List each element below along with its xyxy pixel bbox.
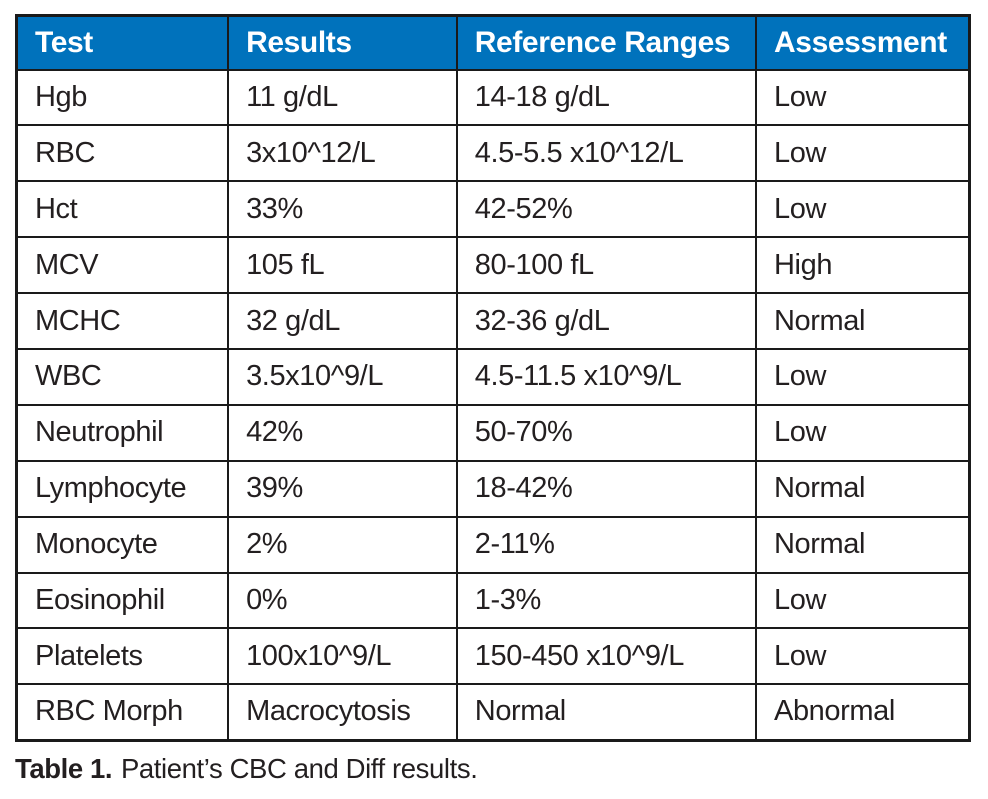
cell-test: MCHC bbox=[15, 292, 230, 350]
cell-result: 39% bbox=[227, 459, 458, 518]
table-row: Monocyte 2% 2-11% Normal bbox=[15, 515, 971, 574]
column-header-results: Results bbox=[227, 14, 458, 71]
cell-result: 42% bbox=[227, 403, 458, 462]
cell-assessment: Low bbox=[755, 68, 971, 127]
cell-result: 0% bbox=[227, 571, 458, 630]
cell-test: Neutrophil bbox=[15, 403, 230, 462]
table-row: WBC 3.5x10^9/L 4.5-11.5 x10^9/L Low bbox=[15, 347, 971, 406]
cell-result: 3x10^12/L bbox=[227, 124, 458, 183]
column-header-test: Test bbox=[15, 14, 230, 71]
cell-result: Macrocytosis bbox=[227, 683, 458, 742]
cell-assessment: High bbox=[755, 236, 971, 295]
cell-assessment: Normal bbox=[755, 459, 971, 518]
column-header-assessment: Assessment bbox=[755, 14, 971, 71]
table-row: MCV 105 fL 80-100 fL High bbox=[15, 236, 971, 295]
caption-label: Table 1. bbox=[15, 752, 113, 784]
cell-reference: 18-42% bbox=[455, 459, 758, 518]
cell-reference: 4.5-11.5 x10^9/L bbox=[455, 347, 758, 406]
table-body: Hgb 11 g/dL 14-18 g/dL Low RBC 3x10^12/L… bbox=[15, 68, 971, 742]
cell-assessment: Abnormal bbox=[755, 683, 971, 742]
cbc-results-table: Test Results Reference Ranges Assessment… bbox=[15, 14, 971, 742]
cell-test: Eosinophil bbox=[15, 571, 230, 630]
cell-test: Monocyte bbox=[15, 515, 230, 574]
table-row: RBC 3x10^12/L 4.5-5.5 x10^12/L Low bbox=[15, 124, 971, 183]
cell-result: 105 fL bbox=[227, 236, 458, 295]
table-row: Hgb 11 g/dL 14-18 g/dL Low bbox=[15, 68, 971, 127]
cell-result: 32 g/dL bbox=[227, 292, 458, 350]
cell-reference: 50-70% bbox=[455, 403, 758, 462]
cell-result: 3.5x10^9/L bbox=[227, 347, 458, 406]
cell-reference: 42-52% bbox=[455, 180, 758, 239]
cell-assessment: Low bbox=[755, 403, 971, 462]
caption-text: Patient’s CBC and Diff results. bbox=[120, 752, 478, 784]
cell-result: 2% bbox=[227, 515, 458, 574]
table-row: MCHC 32 g/dL 32-36 g/dL Normal bbox=[15, 292, 971, 350]
cell-test: Lymphocyte bbox=[15, 459, 230, 518]
table-row: RBC Morph Macrocytosis Normal Abnormal bbox=[15, 683, 971, 742]
cell-reference: 32-36 g/dL bbox=[455, 292, 758, 350]
cell-reference: 4.5-5.5 x10^12/L bbox=[455, 124, 758, 183]
cell-test: RBC Morph bbox=[15, 683, 230, 742]
cell-reference: 80-100 fL bbox=[455, 236, 758, 295]
cell-reference: Normal bbox=[455, 683, 758, 742]
cell-result: 100x10^9/L bbox=[227, 627, 458, 686]
cell-assessment: Low bbox=[755, 180, 971, 239]
cell-test: Hgb bbox=[15, 68, 230, 127]
cell-reference: 150-450 x10^9/L bbox=[455, 627, 758, 686]
table-row: Platelets 100x10^9/L 150-450 x10^9/L Low bbox=[15, 627, 971, 686]
cell-test: RBC bbox=[15, 124, 230, 183]
cell-result: 11 g/dL bbox=[227, 68, 458, 127]
cell-assessment: Low bbox=[755, 627, 971, 686]
table-header: Test Results Reference Ranges Assessment bbox=[15, 14, 971, 71]
table-row: Eosinophil 0% 1-3% Low bbox=[15, 571, 971, 630]
cell-assessment: Low bbox=[755, 347, 971, 406]
cell-reference: 1-3% bbox=[455, 571, 758, 630]
table-row: Neutrophil 42% 50-70% Low bbox=[15, 403, 971, 462]
cell-assessment: Normal bbox=[755, 515, 971, 574]
header-row: Test Results Reference Ranges Assessment bbox=[15, 14, 971, 71]
cell-reference: 2-11% bbox=[455, 515, 758, 574]
cell-test: Hct bbox=[15, 180, 230, 239]
cell-reference: 14-18 g/dL bbox=[455, 68, 758, 127]
cell-assessment: Low bbox=[755, 124, 971, 183]
cell-test: MCV bbox=[15, 236, 230, 295]
cell-test: Platelets bbox=[15, 627, 230, 686]
table-row: Lymphocyte 39% 18-42% Normal bbox=[15, 459, 971, 518]
cell-assessment: Normal bbox=[755, 292, 971, 350]
cell-assessment: Low bbox=[755, 571, 971, 630]
cell-result: 33% bbox=[227, 180, 458, 239]
table-row: Hct 33% 42-52% Low bbox=[15, 180, 971, 239]
cell-test: WBC bbox=[15, 347, 230, 406]
table-caption: Table 1. Patient’s CBC and Diff results. bbox=[15, 753, 972, 785]
column-header-reference: Reference Ranges bbox=[455, 14, 758, 71]
